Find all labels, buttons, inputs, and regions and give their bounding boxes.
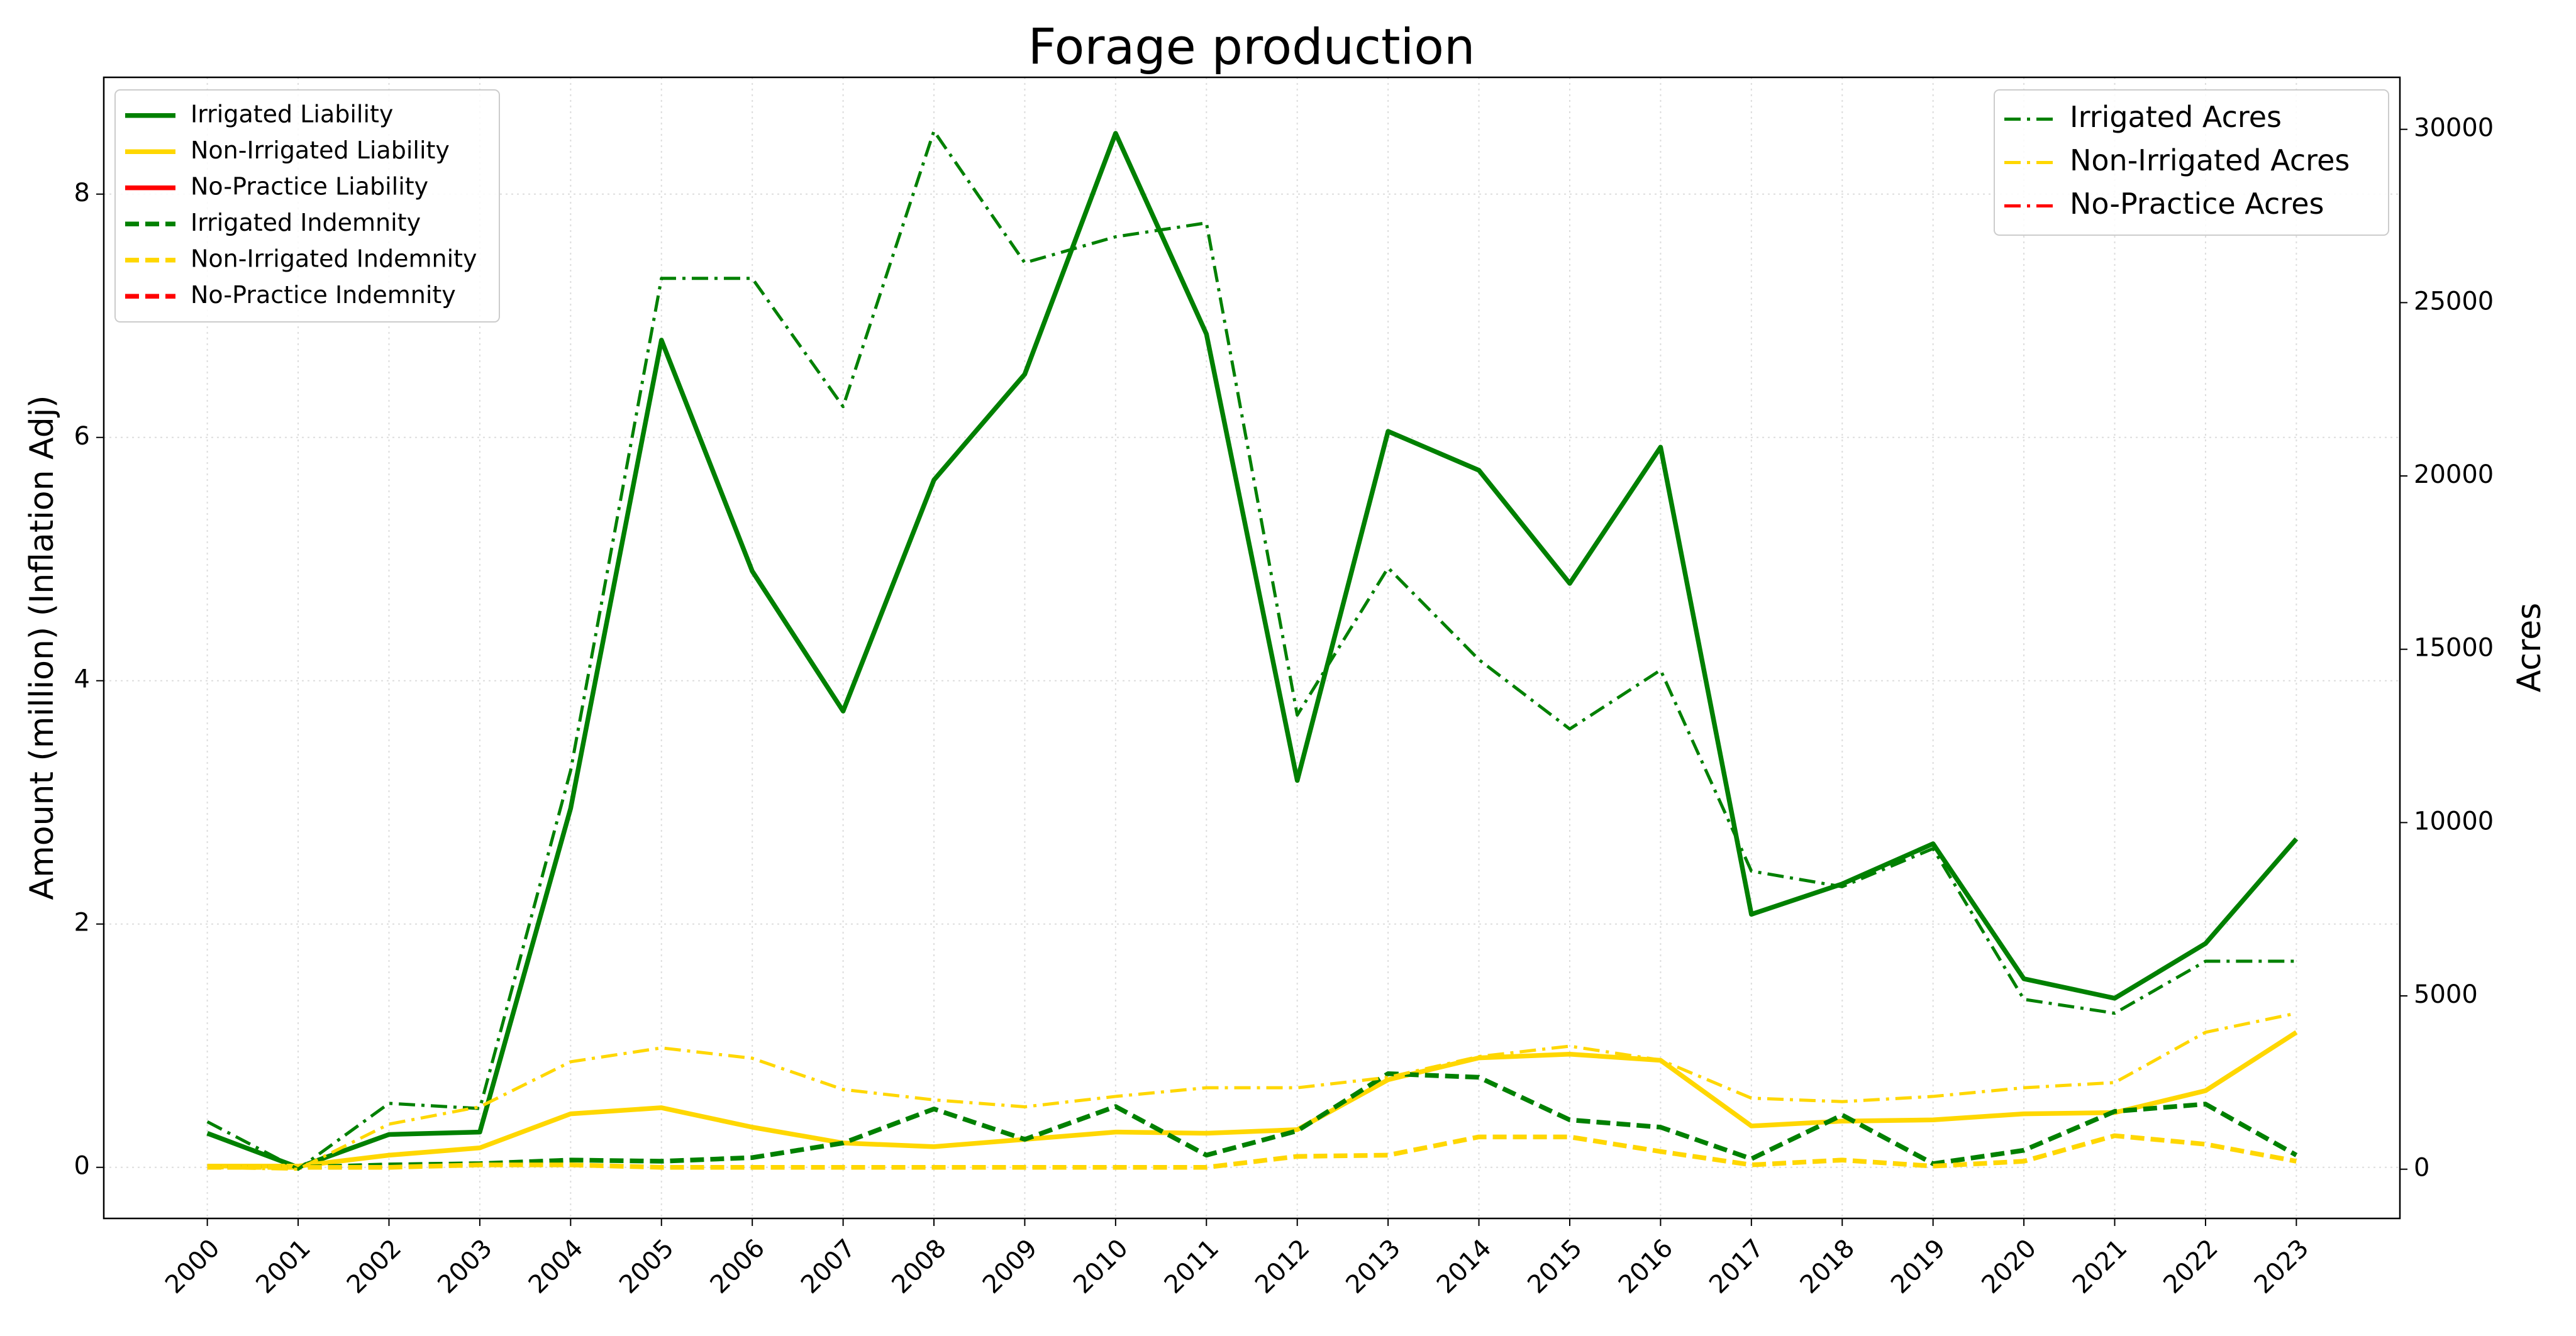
y2-tick-label: 10000 (2414, 807, 2494, 836)
legend-label: No-Practice Acres (2070, 187, 2324, 221)
y-tick-label: 6 (74, 422, 90, 451)
y2-tick-label: 30000 (2414, 114, 2494, 143)
y-tick-label: 0 (74, 1152, 90, 1181)
series-line (207, 1030, 2298, 1169)
legend-label: Irrigated Acres (2070, 100, 2282, 134)
series-line (206, 129, 2297, 1171)
legend-label: Non-Irrigated Liability (191, 136, 450, 164)
y2-tick-label: 5000 (2414, 980, 2478, 1009)
series-line (207, 1133, 2297, 1170)
legend-label: Irrigated Liability (191, 100, 393, 128)
series-line (207, 1071, 2298, 1170)
legend-label: No-Practice Liability (191, 172, 428, 200)
y2-tick-label: 15000 (2414, 634, 2494, 663)
legend-label: No-Practice Indemnity (191, 281, 456, 309)
chart-title: Forage production (1028, 19, 1475, 75)
legend-label: Non-Irrigated Indemnity (191, 245, 477, 272)
y2-axis-label: Acres (2511, 603, 2548, 693)
y-axis-label: Amount (million) (Inflation Adj) (23, 395, 61, 900)
y2-tick-label: 25000 (2414, 287, 2494, 316)
legend-box (114, 89, 500, 323)
legend-label: Non-Irrigated Acres (2070, 143, 2350, 177)
plot-frame (103, 76, 2401, 1220)
legend: Irrigated Acres Non-Irrigated Acres No-Pra… (1994, 89, 2389, 236)
legend-box (1994, 89, 2389, 236)
y-tick-label: 2 (74, 908, 90, 937)
y2-tick-label: 0 (2414, 1154, 2429, 1183)
y2-tick-label: 20000 (2414, 460, 2494, 489)
legend: Irrigated Liability Non-Irrigated Liabili… (114, 89, 500, 323)
y-tick-label: 4 (74, 665, 90, 694)
series-line (206, 131, 2299, 1170)
y-tick-label: 8 (74, 179, 90, 207)
legend-label: Irrigated Indemnity (191, 209, 421, 236)
